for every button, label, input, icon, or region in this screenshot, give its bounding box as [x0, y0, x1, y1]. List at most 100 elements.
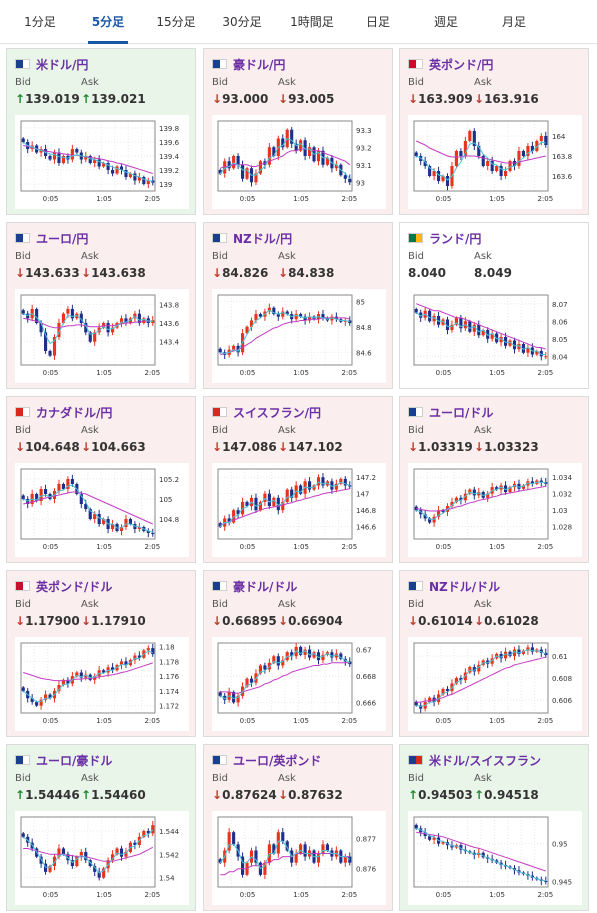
candlestick-chart[interactable]: 0.61 0.608 0.606 0:05 1:05 2:05 [408, 637, 582, 731]
candlestick-chart[interactable]: 139.8 139.6 139.4 139.2 139 0:05 1:05 2:05 [15, 115, 189, 209]
pair-link[interactable]: NZドル/円 [212, 230, 292, 246]
bid-label: Bid [212, 773, 228, 784]
candle-body [508, 487, 512, 493]
bid-price: 143.633 [25, 266, 80, 280]
rate-card[interactable]: スイスフラン/円 Bid Ask ↓147.086 ↓147.102 147.2 147 14… [203, 396, 393, 563]
candle-body [343, 320, 347, 322]
candle-body [97, 514, 101, 524]
rate-card[interactable]: 豪ドル/円 Bid Ask ↓93.000 ↓93.005 93.3 93.2 93.1 93 0… [203, 48, 393, 215]
pair-link[interactable]: NZドル/ドル [408, 578, 500, 594]
arrow-down-icon: ↓ [278, 92, 289, 106]
candle-body [321, 477, 325, 486]
candle-body [79, 494, 83, 504]
tab-0[interactable]: 1分足 [24, 15, 56, 29]
bid-price: 93.000 [222, 92, 269, 106]
candlestick-chart[interactable]: 0.67 0.668 0.666 0:05 1:05 2:05 [212, 637, 386, 731]
rate-card[interactable]: ユーロ/円 Bid Ask ↓143.633 ↓143.638 143.8 143.6 143… [6, 222, 196, 389]
candle-body [66, 309, 70, 314]
rate-card[interactable]: ランド/円 Bid Ask 8.040 8.049 8.07 8.06 8.05 8.04 0:0… [399, 222, 589, 389]
chart-svg: 0.61 0.608 0.606 0:05 1:05 2:05 [413, 642, 573, 725]
candle-body [316, 477, 321, 486]
tab-2[interactable]: 15分足 [156, 15, 196, 29]
x-tick-label: 1:05 [293, 195, 309, 203]
ma-fast-line [23, 313, 153, 345]
currency-flag-icon [212, 233, 227, 243]
rate-card[interactable]: ユーロ/英ポンド Bid Ask ↓0.87624 ↓0.87632 0.877 0.876… [203, 744, 393, 911]
pair-link[interactable]: 英ポンド/円 [408, 56, 493, 72]
candlestick-chart[interactable]: 0.877 0.876 0:05 1:05 2:05 [212, 811, 386, 905]
candle-body [504, 171, 508, 176]
pair-link[interactable]: カナダドル/円 [15, 404, 112, 420]
pair-name: 豪ドル/ドル [233, 579, 298, 594]
rate-card[interactable]: 英ポンド/円 Bid Ask ↓163.909 ↓163.916 164 163.8 163.… [399, 48, 589, 215]
candle-body [93, 514, 97, 519]
tab-4[interactable]: 1時間足 [290, 15, 334, 29]
bid-price: 0.94503 [418, 788, 473, 802]
pair-link[interactable]: 英ポンド/ドル [15, 578, 112, 594]
candle-body [111, 170, 115, 174]
rate-card[interactable]: ユーロ/ドル Bid Ask ↓1.03319 ↓1.03323 1.034 1.032 1.… [399, 396, 589, 563]
bid-label: Bid [15, 599, 31, 610]
candlestick-chart[interactable]: 1.18 1.178 1.176 1.174 1.172 0:05 1:05 2:05 [15, 637, 189, 731]
pair-link[interactable]: ユーロ/豪ドル [15, 752, 112, 768]
candle-body [339, 653, 343, 659]
ask-label: Ask [81, 251, 99, 262]
pair-link[interactable]: ユーロ/英ポンド [212, 752, 321, 768]
x-tick-label: 0:05 [436, 891, 452, 899]
x-tick-label: 2:05 [144, 717, 160, 725]
pair-link[interactable]: ユーロ/円 [15, 230, 88, 246]
tab-1[interactable]: 5分足 [80, 0, 136, 44]
candle-body [303, 844, 307, 857]
candle-body [459, 151, 463, 156]
rate-card[interactable]: NZドル/円 Bid Ask ↓84.826 ↓84.838 85 84.8 84.6 0:05… [203, 222, 393, 389]
pair-link[interactable]: ランド/円 [408, 230, 481, 246]
tab-6[interactable]: 週足 [433, 15, 458, 29]
chart-svg: 143.8 143.6 143.4 0:05 1:05 2:05 [20, 294, 180, 377]
chart-svg: 93.3 93.2 93.1 93 0:05 1:05 2:05 [217, 120, 372, 203]
candle-body [441, 688, 445, 695]
pair-link[interactable]: スイスフラン/円 [212, 404, 321, 420]
rate-card[interactable]: NZドル/ドル Bid Ask ↓0.61014 ↓0.61028 0.61 0.608 0.… [399, 570, 589, 737]
rate-card[interactable]: 豪ドル/ドル Bid Ask ↓0.66895 ↓0.66904 0.67 0.668 0.6… [203, 570, 393, 737]
candle-body [468, 131, 472, 141]
candlestick-chart[interactable]: 8.07 8.06 8.05 8.04 0:05 1:05 2:05 [408, 289, 582, 383]
rate-card[interactable]: 米ドル/スイスフラン Bid Ask ↑0.94503 ↑0.94518 0.95 0.94… [399, 744, 589, 911]
pair-link[interactable]: 豪ドル/円 [212, 56, 285, 72]
chart-svg: 0.67 0.668 0.666 0:05 1:05 2:05 [217, 642, 377, 725]
pair-link[interactable]: 米ドル/円 [15, 56, 88, 72]
candle-body [254, 173, 258, 183]
candlestick-chart[interactable]: 143.8 143.6 143.4 0:05 1:05 2:05 [15, 289, 189, 383]
tab-5[interactable]: 日足 [365, 15, 390, 29]
candlestick-chart[interactable]: 0.95 0.945 0:05 1:05 2:05 [408, 811, 582, 905]
rate-card[interactable]: カナダドル/円 Bid Ask ↓104.648 ↓104.663 105.2 105 104… [6, 396, 196, 563]
candlestick-chart[interactable]: 1.544 1.542 1.54 0:05 1:05 2:05 [15, 811, 189, 905]
candle-body [146, 648, 150, 651]
candle-body [44, 863, 48, 872]
candle-body [530, 146, 534, 151]
tab-7[interactable]: 月足 [501, 15, 526, 29]
candlestick-chart[interactable]: 1.034 1.032 1.03 1.028 0:05 1:05 2:05 [408, 463, 582, 557]
candlestick-chart[interactable]: 147.2 147 146.8 146.6 0:05 1:05 2:05 [212, 463, 386, 557]
candle-body [299, 844, 303, 854]
candlestick-chart[interactable]: 105.2 105 104.8 0:05 1:05 2:05 [15, 463, 189, 557]
rate-card[interactable]: 英ポンド/ドル Bid Ask ↓1.17900 ↓1.17910 1.18 1.178 1.… [6, 570, 196, 737]
candlestick-chart[interactable]: 93.3 93.2 93.1 93 0:05 1:05 2:05 [212, 115, 386, 209]
y-tick-label: 1.54 [159, 875, 175, 883]
candle-body [445, 688, 450, 692]
pair-link[interactable]: 米ドル/スイスフラン [408, 752, 541, 768]
rate-card[interactable]: 米ドル/円 Bid Ask ↑139.019 ↑139.021 139.8 139.6 139… [6, 48, 196, 215]
rate-card[interactable]: ユーロ/豪ドル Bid Ask ↑1.54446 ↑1.54460 1.544 1.542 1… [6, 744, 196, 911]
tab-3[interactable]: 30分足 [222, 15, 262, 29]
candlestick-chart[interactable]: 164 163.8 163.6 0:05 1:05 2:05 [408, 115, 582, 209]
y-tick-label: 1.032 [552, 491, 572, 499]
candle-body [218, 170, 222, 174]
candle-body [495, 333, 499, 343]
candle-body [334, 483, 338, 490]
y-tick-label: 93 [356, 179, 365, 187]
pair-link[interactable]: 豪ドル/ドル [212, 578, 297, 594]
candle-body [39, 489, 43, 501]
pair-link[interactable]: ユーロ/ドル [408, 404, 493, 420]
ask-price: 84.838 [288, 266, 335, 280]
candlestick-chart[interactable]: 85 84.8 84.6 0:05 1:05 2:05 [212, 289, 386, 383]
candle-body [312, 652, 316, 658]
